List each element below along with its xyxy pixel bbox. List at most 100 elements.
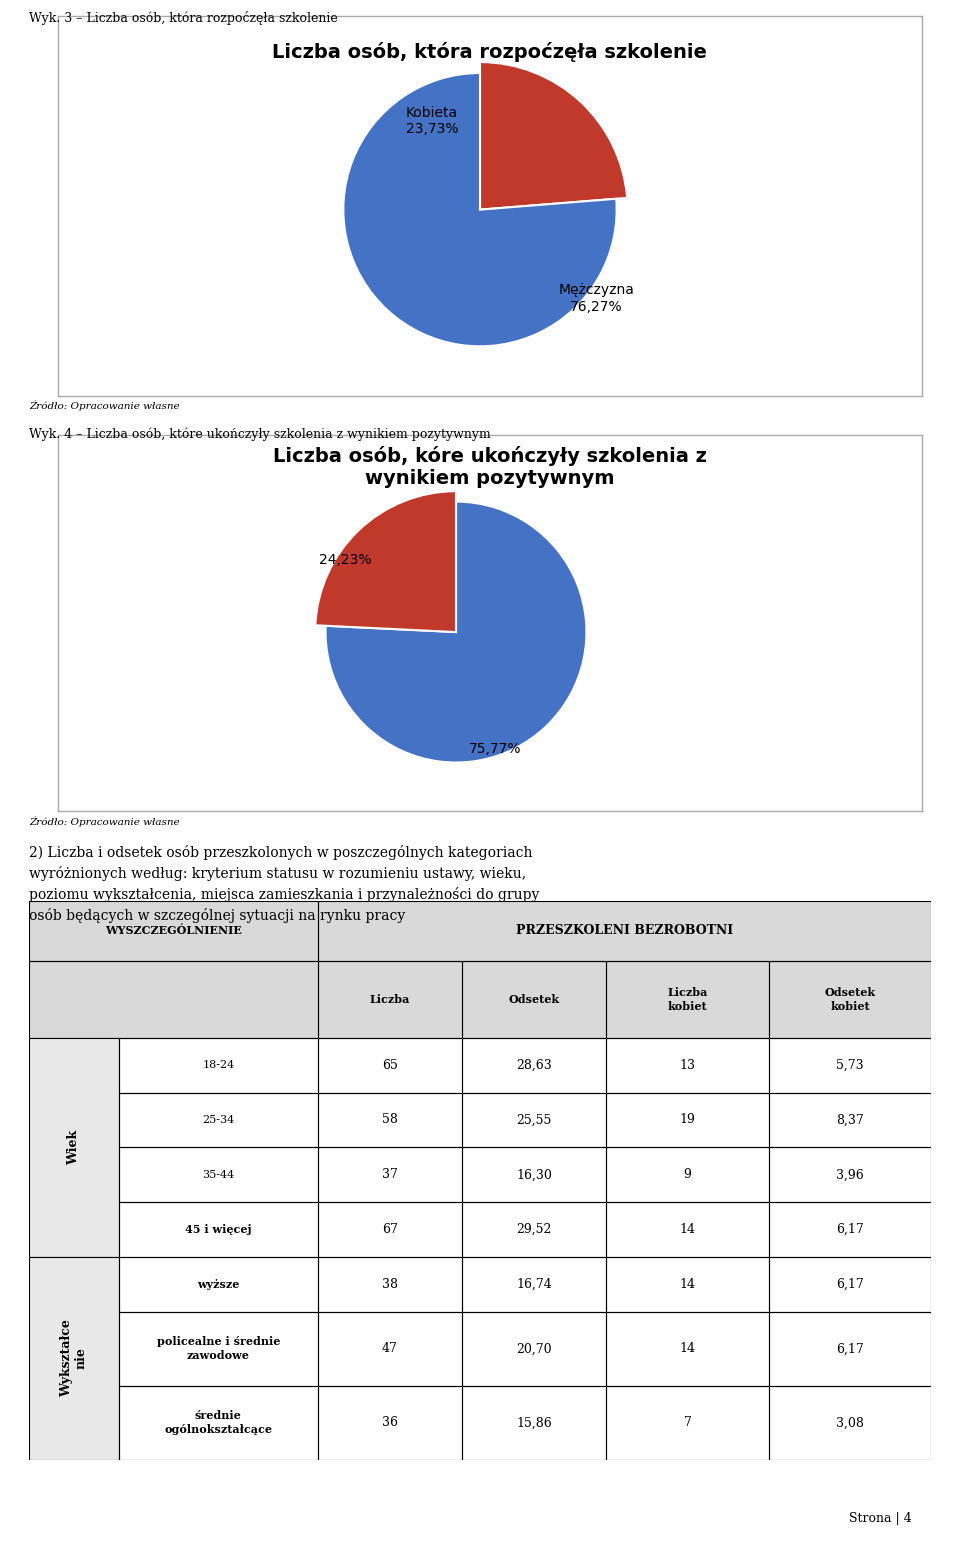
Bar (769, 1093, 931, 1148)
Bar (318, 1093, 462, 1148)
Bar (119, 1037, 318, 1093)
Text: Wyk. 4 – Liczba osób, które ukończyły szkolenia z wynikiem pozytywnym: Wyk. 4 – Liczba osób, które ukończyły sz… (29, 427, 491, 441)
Bar (769, 1148, 931, 1202)
Bar (607, 1385, 769, 1460)
Text: Liczba osób, kóre ukończyły szkolenia z
wynikiem pozytywnym: Liczba osób, kóre ukończyły szkolenia z … (273, 446, 707, 488)
Bar (29, 961, 318, 1037)
Bar (119, 1385, 318, 1460)
Bar (119, 1312, 318, 1385)
Bar (318, 1312, 462, 1385)
Text: 9: 9 (684, 1168, 691, 1182)
Bar (769, 1037, 931, 1093)
Bar (769, 1202, 931, 1256)
Text: 67: 67 (382, 1224, 397, 1236)
Bar (462, 1312, 607, 1385)
Bar (119, 1256, 318, 1312)
Bar (462, 961, 607, 1037)
Bar (119, 1093, 318, 1148)
Bar (318, 961, 462, 1037)
Bar (318, 1148, 462, 1202)
Bar (119, 1093, 318, 1148)
Text: 2) Liczba i odsetek osób przeszkolonych w poszczególnych kategoriach
wyróżnionyc: 2) Liczba i odsetek osób przeszkolonych … (29, 845, 540, 922)
Bar (119, 1202, 318, 1256)
Text: Odsetek
kobiet: Odsetek kobiet (825, 988, 876, 1011)
Bar (607, 1148, 769, 1202)
Text: 8,37: 8,37 (836, 1114, 864, 1126)
Bar (769, 1093, 931, 1148)
Bar (462, 1312, 607, 1385)
Text: Wyk. 3 – Liczba osób, która rozpoćzęła szkolenie: Wyk. 3 – Liczba osób, która rozpoćzęła s… (29, 11, 338, 25)
Bar (318, 901, 931, 961)
Text: Źródło: Opracowanie własne: Źródło: Opracowanie własne (29, 401, 180, 412)
Bar (607, 961, 769, 1037)
Text: Wykształce
nie: Wykształce nie (60, 1320, 88, 1398)
Text: 29,52: 29,52 (516, 1224, 552, 1236)
Bar (769, 1037, 931, 1093)
Bar (607, 1202, 769, 1256)
Bar (607, 1202, 769, 1256)
Legend: Mężczyzna, Kobieta: Mężczyzna, Kobieta (312, 599, 529, 624)
Text: 14: 14 (680, 1278, 696, 1291)
Bar (462, 1385, 607, 1460)
Text: WYSZCZEGÓLNIENIE: WYSZCZEGÓLNIENIE (105, 926, 242, 936)
Bar (607, 1037, 769, 1093)
Bar (318, 1385, 462, 1460)
Text: 14: 14 (680, 1224, 696, 1236)
Bar (119, 1148, 318, 1202)
Text: 14: 14 (680, 1342, 696, 1356)
Wedge shape (480, 62, 627, 210)
Bar (607, 1093, 769, 1148)
Bar (769, 1202, 931, 1256)
Text: 18-24: 18-24 (203, 1061, 234, 1070)
Bar (607, 961, 769, 1037)
Text: 13: 13 (680, 1059, 696, 1072)
Bar (119, 1037, 318, 1093)
Text: 45 i więcej: 45 i więcej (185, 1224, 252, 1235)
Bar (318, 1385, 462, 1460)
Bar (119, 1202, 318, 1256)
Bar (462, 1256, 607, 1312)
Bar (119, 1256, 318, 1312)
Text: Liczba
kobiet: Liczba kobiet (667, 988, 708, 1011)
Bar (769, 1256, 931, 1312)
Text: 5,73: 5,73 (836, 1059, 864, 1072)
Text: Strona | 4: Strona | 4 (850, 1513, 912, 1525)
Wedge shape (344, 73, 616, 346)
Bar (607, 1312, 769, 1385)
Text: 28,63: 28,63 (516, 1059, 552, 1072)
Bar (462, 1093, 607, 1148)
Bar (769, 961, 931, 1037)
Text: 6,17: 6,17 (836, 1342, 864, 1356)
Text: Mężczyzna
76,27%: Mężczyzna 76,27% (558, 283, 635, 314)
Bar (29, 961, 318, 1037)
Bar (607, 1312, 769, 1385)
Bar (769, 961, 931, 1037)
Bar (318, 1202, 462, 1256)
Bar (462, 961, 607, 1037)
Text: PRZESZKOLENI BEZROBOTNI: PRZESZKOLENI BEZROBOTNI (516, 924, 732, 938)
Text: średnie
ogólnokształcące: średnie ogólnokształcące (164, 1410, 273, 1435)
Bar (119, 1385, 318, 1460)
Bar (769, 1312, 931, 1385)
Bar (462, 1385, 607, 1460)
Text: 3,08: 3,08 (836, 1416, 864, 1429)
Bar (607, 1093, 769, 1148)
Bar (318, 901, 931, 961)
Bar (607, 1037, 769, 1093)
Bar (462, 1202, 607, 1256)
Bar (119, 1148, 318, 1202)
Bar (607, 1256, 769, 1312)
Text: Liczba osób, która rozpoćzęła szkolenie: Liczba osób, która rozpoćzęła szkolenie (273, 42, 707, 62)
Text: 37: 37 (382, 1168, 397, 1182)
Text: 24,23%: 24,23% (319, 553, 372, 567)
Bar (318, 1037, 462, 1093)
Bar (318, 1093, 462, 1148)
Bar (318, 1037, 462, 1093)
Bar (318, 1256, 462, 1312)
Text: 3,96: 3,96 (836, 1168, 864, 1182)
Text: policealne i średnie
zawodowe: policealne i średnie zawodowe (156, 1337, 280, 1360)
Bar (769, 1148, 931, 1202)
Bar (769, 1385, 931, 1460)
Bar (29, 901, 318, 961)
Bar (769, 1385, 931, 1460)
